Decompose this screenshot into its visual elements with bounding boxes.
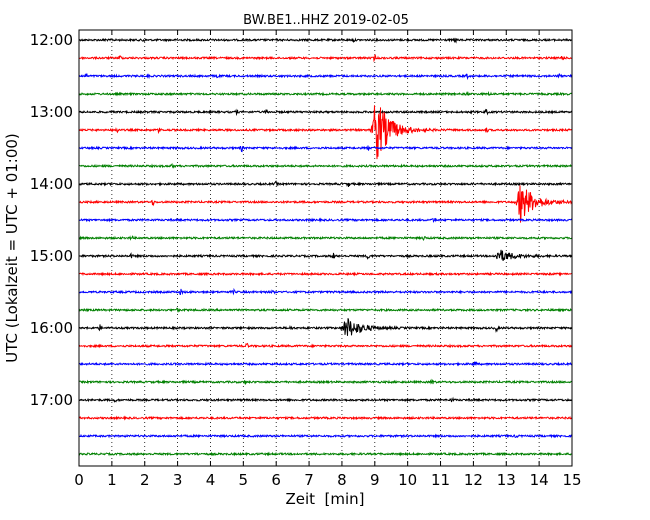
- trace-1415: [78, 185, 573, 223]
- trace-1600: [78, 318, 573, 336]
- trace-1545: [78, 307, 573, 313]
- y-axis-ticks: 12:00 13:00 14:00 15:00 16:00 17:00: [30, 31, 572, 409]
- trace-1400: [78, 180, 573, 187]
- x-tick-label: 12: [464, 471, 483, 489]
- x-tick-label: 0: [74, 471, 84, 489]
- x-tick-label: 4: [206, 471, 216, 489]
- traces: [78, 37, 573, 457]
- plot-frame: [78, 29, 573, 467]
- y-tick-label: 13:00: [30, 103, 73, 121]
- trace-1500: [78, 249, 573, 262]
- trace-1615: [78, 342, 573, 349]
- y-axis-label: UTC (Lokalzeit = UTC + 01:00): [3, 133, 21, 363]
- x-axis-ticks: 0 1 2 3 4 5 6 7 8 9 10 11 12 13 14 15: [74, 30, 582, 489]
- trace-1200: [78, 37, 573, 44]
- trace-1745: [78, 451, 573, 457]
- trace-1430: [78, 217, 573, 224]
- trace-1315: [78, 105, 573, 160]
- chart-title: BW.BE1..HHZ 2019-02-05: [243, 13, 409, 28]
- trace-1630: [78, 361, 573, 367]
- x-tick-label: 6: [271, 471, 281, 489]
- grid-lines: [111, 30, 540, 466]
- x-tick-label: 14: [530, 471, 549, 489]
- trace-1330: [78, 145, 573, 153]
- trace-1230: [78, 72, 573, 81]
- x-tick-label: 7: [304, 471, 314, 489]
- x-tick-label: 10: [398, 471, 417, 489]
- trace-1530: [78, 287, 573, 296]
- y-tick-label: 16:00: [30, 319, 73, 337]
- trace-1215: [78, 54, 573, 63]
- x-tick-label: 8: [337, 471, 347, 489]
- x-tick-label: 11: [431, 471, 450, 489]
- x-tick-label: 15: [562, 471, 581, 489]
- trace-1515: [78, 271, 573, 277]
- x-tick-label: 9: [370, 471, 380, 489]
- y-tick-label: 15:00: [30, 247, 73, 265]
- y-tick-label: 17:00: [30, 391, 73, 409]
- trace-1245: [78, 90, 573, 97]
- trace-1445: [78, 235, 573, 241]
- y-tick-label: 14:00: [30, 175, 73, 193]
- x-tick-label: 1: [107, 471, 117, 489]
- trace-1345: [78, 162, 573, 169]
- trace-1730: [78, 433, 573, 439]
- trace-1700: [78, 396, 573, 403]
- trace-1715: [78, 415, 573, 421]
- x-tick-label: 13: [497, 471, 516, 489]
- trace-1645: [78, 378, 573, 385]
- trace-1300: [78, 108, 573, 117]
- x-tick-label: 2: [140, 471, 150, 489]
- x-axis-label: Zeit [min]: [285, 490, 364, 508]
- y-tick-label: 12:00: [30, 31, 73, 49]
- x-tick-label: 3: [173, 471, 183, 489]
- x-tick-label: 5: [239, 471, 249, 489]
